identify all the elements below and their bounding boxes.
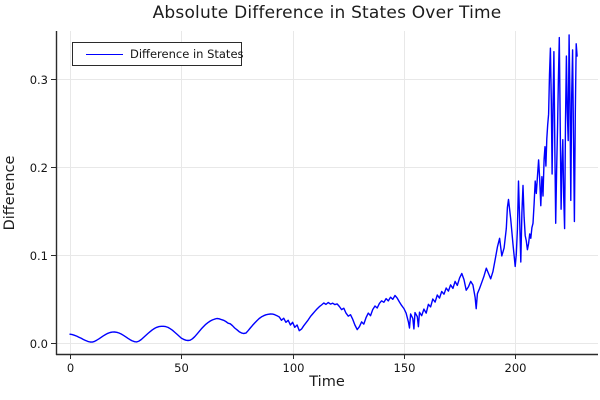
x-tick-label: 150 xyxy=(393,361,416,375)
x-tick-label: 200 xyxy=(504,361,527,375)
legend: Difference in States xyxy=(72,42,244,66)
y-tick-label: 0.0 xyxy=(29,336,48,351)
y-tick-label: 0.1 xyxy=(29,248,48,263)
legend-label: Difference in States xyxy=(130,47,244,61)
series-line xyxy=(69,34,578,343)
y-axis-label: Difference xyxy=(2,155,18,231)
x-tick-label: 0 xyxy=(66,361,75,375)
y-tick-label: 0.2 xyxy=(29,160,48,175)
chart-title: Absolute Difference in States Over Time xyxy=(152,3,502,23)
y-tick-label: 0.3 xyxy=(29,72,48,87)
x-tick-label: 100 xyxy=(282,361,305,375)
legend-line-sample-icon xyxy=(86,53,123,55)
x-tick-label: 50 xyxy=(174,361,189,375)
x-axis-label: Time xyxy=(309,374,345,390)
